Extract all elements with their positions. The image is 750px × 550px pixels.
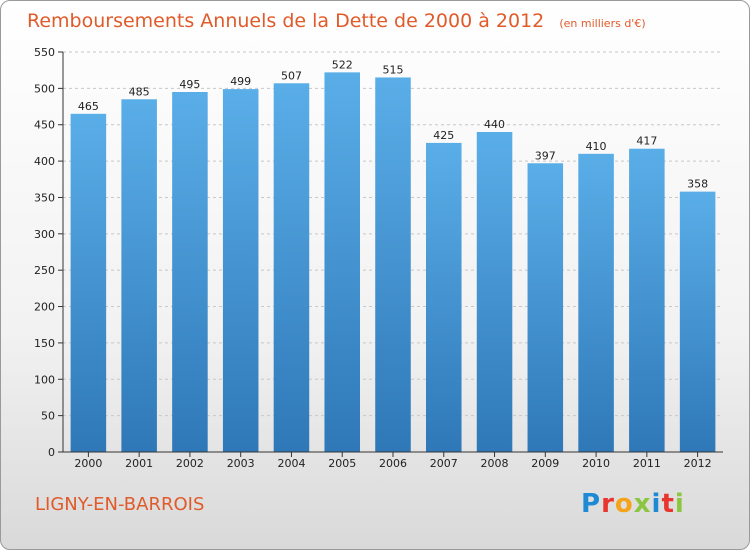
data-label-2002: 495 xyxy=(179,78,200,91)
bar-2001 xyxy=(121,99,157,452)
bar-2005 xyxy=(324,72,360,452)
y-tick-label: 200 xyxy=(34,301,55,314)
data-label-2003: 499 xyxy=(230,75,251,88)
data-label-2000: 465 xyxy=(78,100,99,113)
logo-letter: i xyxy=(651,489,662,519)
bar-2007 xyxy=(426,142,462,452)
y-tick-label: 400 xyxy=(34,155,55,168)
x-tick-label: 2000 xyxy=(74,457,102,470)
y-tick-label: 100 xyxy=(34,373,55,386)
chart-title-text: Remboursements Annuels de la Dette de 20… xyxy=(27,10,544,32)
x-tick-label: 2009 xyxy=(531,457,559,470)
logo-letter: r xyxy=(601,489,615,519)
logo-letter: P xyxy=(581,489,602,519)
bar-2012 xyxy=(679,191,716,453)
bar-2004 xyxy=(273,83,310,452)
axis-layer: 0 50 100 150 200 250 300 350 400 450 500 550 2000 200… xyxy=(34,46,723,470)
y-tick-label: 250 xyxy=(34,264,55,277)
data-label-2012: 358 xyxy=(687,178,708,191)
y-tick-label: 50 xyxy=(41,410,55,423)
data-label-2007: 425 xyxy=(433,129,454,142)
bar-2010 xyxy=(578,153,614,452)
x-tick-label: 2011 xyxy=(633,457,661,470)
bar-2000 xyxy=(70,113,107,453)
x-tick-label: 2005 xyxy=(328,457,356,470)
x-tick-label: 2007 xyxy=(430,457,458,470)
proxiti-logo: Proxiti xyxy=(581,489,685,519)
data-label-2004: 507 xyxy=(281,69,302,82)
y-tick-label: 300 xyxy=(34,228,55,241)
x-tick-label: 2002 xyxy=(176,457,204,470)
bar-2002 xyxy=(172,92,208,452)
bar-2006 xyxy=(375,77,411,453)
bar-2003 xyxy=(222,89,259,452)
y-tick-label: 450 xyxy=(34,119,55,132)
bar-2008 xyxy=(476,132,513,452)
logo-letter: o xyxy=(614,489,634,519)
x-tick-label: 2003 xyxy=(227,457,255,470)
data-label-2006: 515 xyxy=(383,63,404,76)
data-label-2009: 397 xyxy=(535,149,556,162)
data-label-2011: 417 xyxy=(636,135,657,148)
data-label-2005: 522 xyxy=(332,58,353,71)
bar-2009 xyxy=(527,163,564,453)
chart-unit-note: (en milliers d'€) xyxy=(559,17,645,30)
logo-letter: i xyxy=(674,489,685,519)
data-label-2008: 440 xyxy=(484,118,505,131)
data-label-2010: 410 xyxy=(586,140,607,153)
x-tick-label: 2010 xyxy=(582,457,610,470)
y-tick-label: 150 xyxy=(34,337,55,350)
x-tick-label: 2008 xyxy=(481,457,509,470)
y-tick-label: 0 xyxy=(48,446,55,459)
logo-letter: x xyxy=(633,489,652,519)
y-tick-label: 550 xyxy=(34,46,55,59)
place-name: LIGNY-EN-BARROIS xyxy=(35,494,205,515)
x-tick-label: 2012 xyxy=(684,457,712,470)
chart-title: Remboursements Annuels de la Dette de 20… xyxy=(27,10,646,32)
bar-layer: 465 485 495 499 507 522 515 425 440 397 410 417 358 xyxy=(70,58,716,453)
x-tick-label: 2001 xyxy=(125,457,153,470)
logo-letter: t xyxy=(661,489,675,519)
bar-2011 xyxy=(629,148,665,452)
y-tick-label: 350 xyxy=(34,191,55,204)
data-label-2001: 485 xyxy=(129,85,150,98)
x-tick-label: 2004 xyxy=(277,457,305,470)
x-tick-label: 2006 xyxy=(379,457,407,470)
y-tick-label: 500 xyxy=(34,82,55,95)
